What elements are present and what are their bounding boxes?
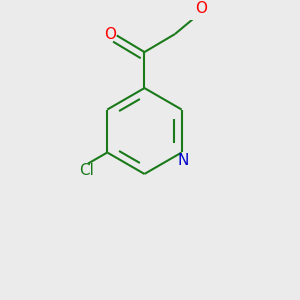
- Text: O: O: [195, 1, 207, 16]
- Text: Cl: Cl: [79, 163, 94, 178]
- Text: O: O: [104, 27, 116, 42]
- Text: N: N: [177, 153, 189, 168]
